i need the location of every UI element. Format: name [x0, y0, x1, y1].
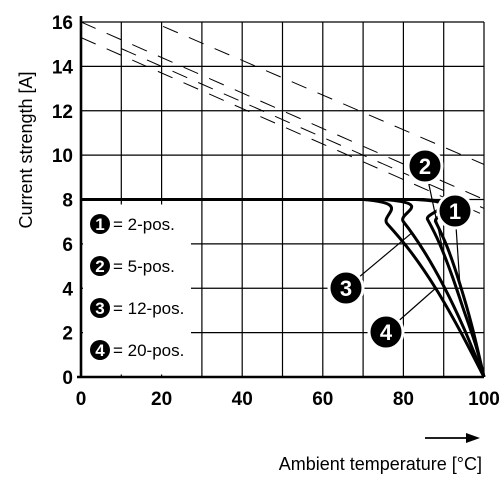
dashed-reference-lines [81, 22, 484, 216]
legend: 1 = 2-pos. 2 = 5-pos. 3 = 12-pos. 4 = 20-pos. [83, 204, 191, 375]
callout-badge-3 [327, 269, 365, 307]
legend-label: = 20-pos. [113, 341, 184, 360]
x-tick-label: 20 [151, 389, 172, 410]
curve-3 [81, 198, 486, 378]
x-tick-label: 40 [232, 389, 253, 410]
legend-marker-number: 2 [95, 257, 104, 276]
y-tick-label: 4 [62, 279, 73, 300]
callout-number: 3 [340, 276, 352, 301]
legend-marker-number: 3 [95, 299, 104, 318]
y-tick-label: 0 [62, 368, 73, 389]
legend-marker-3 [90, 298, 110, 318]
x-tick-label: 60 [312, 389, 333, 410]
y-tick-label: 10 [52, 146, 73, 167]
legend-label: = 5-pos. [113, 257, 175, 276]
y-tick-label: 8 [62, 191, 73, 212]
curve-4 [81, 198, 486, 378]
x-tick-label: 0 [76, 389, 87, 410]
callout-number: 4 [380, 320, 393, 345]
legend-label: = 12-pos. [113, 299, 184, 318]
legend-marker-4 [90, 340, 110, 360]
y-tick-label: 2 [62, 324, 73, 345]
y-axis-title: Current strength [A] [16, 71, 36, 228]
x-axis-arrow [425, 433, 480, 443]
legend-label: = 2-pos. [113, 215, 175, 234]
legend-marker-2 [90, 256, 110, 276]
dashed-reference-line [81, 37, 484, 216]
callout-badge-4 [367, 313, 405, 351]
legend-marker-number: 4 [95, 341, 105, 360]
y-tick-label: 12 [52, 102, 73, 123]
callout-number: 2 [419, 154, 431, 179]
curve-markers: 12 3 4 [327, 147, 474, 351]
callout-badge-2 [406, 147, 444, 185]
x-tick-label: 100 [468, 389, 500, 410]
legend-marker-1 [90, 214, 110, 234]
y-tick-label: 16 [52, 13, 73, 34]
x-tick-label: 80 [393, 389, 414, 410]
legend-marker-number: 1 [95, 215, 104, 234]
dashed-reference-line [151, 22, 484, 165]
callout-badge-1 [436, 192, 474, 230]
axes [77, 16, 484, 379]
curve-2 [81, 198, 486, 378]
y-tick-label: 6 [62, 235, 73, 256]
callout-number: 1 [449, 199, 461, 224]
x-axis-title: Ambient temperature [°C] [279, 454, 482, 474]
y-tick-label: 14 [52, 57, 74, 78]
